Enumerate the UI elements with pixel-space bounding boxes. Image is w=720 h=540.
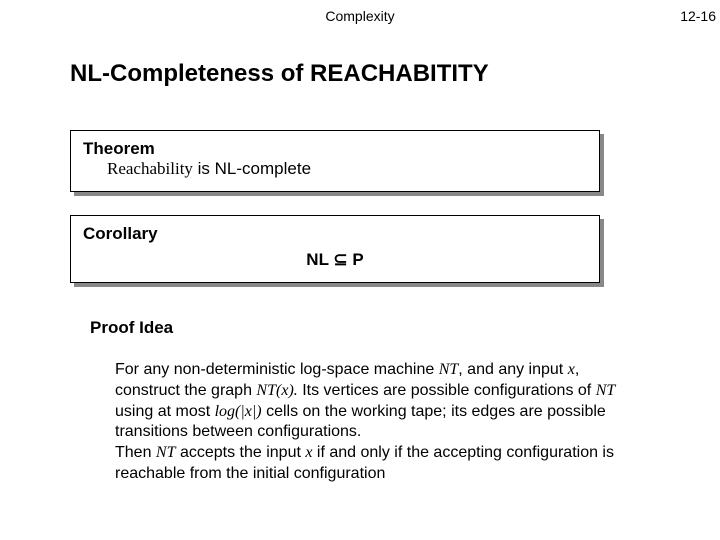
proof-body: For any non-deterministic log-space mach… <box>115 360 645 485</box>
theorem-reachability: Reachability <box>107 159 193 178</box>
proof-x-1: x <box>568 361 575 378</box>
corollary-lhs: NL <box>306 250 333 269</box>
proof-idea-label: Proof Idea <box>90 318 173 338</box>
slide-title: NL-Completeness of REACHABITITY <box>70 60 489 88</box>
theorem-label: Theorem <box>83 139 587 159</box>
subset-symbol: ⊆ <box>333 250 347 269</box>
corollary-label: Corollary <box>83 224 587 244</box>
page-number: 12-16 <box>680 8 716 24</box>
theorem-rest: is NL-complete <box>193 159 311 178</box>
proof-x-3: x <box>245 403 252 420</box>
proof-nt-1: NT <box>439 361 459 378</box>
proof-logend: |) <box>252 403 262 420</box>
proof-text-1e: using at most <box>115 403 215 420</box>
corollary-box: Corollary NL ⊆ P <box>70 215 600 283</box>
theorem-box: Theorem Reachability is NL-complete <box>70 130 600 192</box>
theorem-statement: Reachability is NL-complete <box>83 159 587 179</box>
proof-paren-close: ). <box>288 382 297 399</box>
corollary-statement: NL ⊆ P <box>83 250 587 270</box>
proof-text-2a: Then <box>115 444 156 461</box>
proof-text-1b: , and any input <box>458 361 567 378</box>
header-course-title: Complexity <box>0 8 720 24</box>
proof-nt-2: NT <box>596 382 616 399</box>
corollary-rhs: P <box>348 250 364 269</box>
proof-text-2b: accepts the input <box>176 444 306 461</box>
proof-text-1a: For any non-deterministic log-space mach… <box>115 361 439 378</box>
proof-ntx: NT <box>256 382 276 399</box>
proof-nt-3: NT <box>156 444 176 461</box>
proof-text-1d: Its vertices are possible configurations… <box>298 382 596 399</box>
proof-log: log(| <box>215 403 245 420</box>
